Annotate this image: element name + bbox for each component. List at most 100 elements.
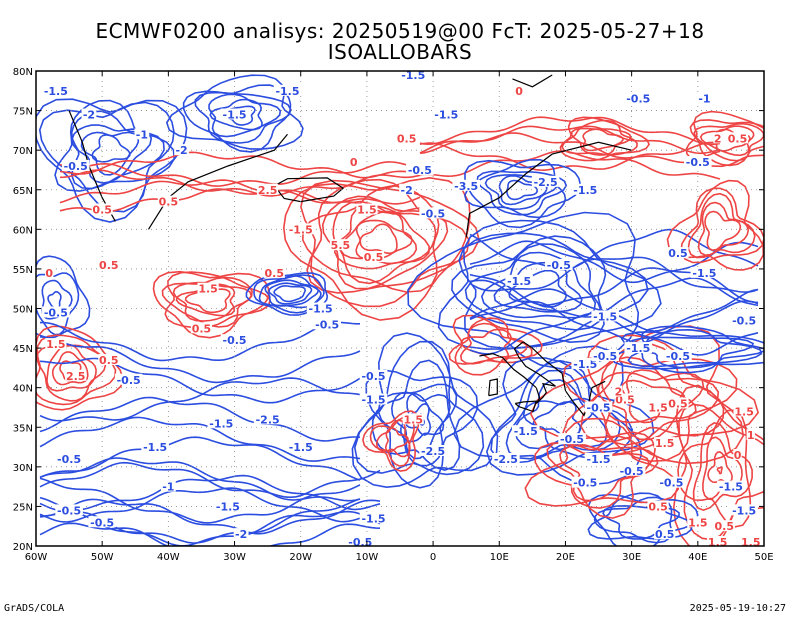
contour-label: 0.5: [715, 520, 735, 533]
lon-tick-label: 30E: [622, 552, 641, 563]
lat-tick-label: 45N: [13, 344, 33, 355]
contour-label: -3.5: [454, 180, 478, 193]
contour-label: 2: [615, 386, 623, 399]
contour-label: -0.5: [348, 536, 372, 549]
contour-label: -0.5: [659, 477, 683, 490]
contour-label: -1.5: [573, 184, 597, 197]
contour-label: -1.5: [361, 394, 385, 407]
contour-label: -0.5: [547, 259, 571, 272]
contour-label: 0.5: [615, 394, 635, 407]
contour-label: -0.5: [593, 350, 617, 363]
contour-label: -1.5: [587, 453, 611, 466]
contour-label: 1.5: [403, 413, 423, 426]
contour-label: -0.5: [666, 350, 690, 363]
contour-label: -1.5: [216, 500, 240, 513]
contour-label: 0.5: [648, 500, 668, 513]
contour-label: 2: [714, 132, 722, 145]
lat-tick-label: 50N: [13, 305, 33, 316]
contour-label: -0.5: [315, 318, 339, 331]
lat-tick-label: 40N: [13, 384, 33, 395]
contour-label: -1.5: [275, 85, 299, 98]
contour-label: -1.5: [434, 109, 458, 122]
contour-label: 0: [350, 156, 358, 169]
contour-label: -1.5: [593, 310, 617, 323]
contour-label: -1.5: [289, 223, 313, 236]
contour-label: 1.5: [46, 338, 66, 351]
contour-label: -1.5: [626, 342, 650, 355]
contour-label: 1.5: [734, 405, 754, 418]
lat-tick-label: 20N: [13, 542, 33, 553]
contour-label: 0.5: [655, 528, 675, 541]
contour-label: -0.5: [64, 160, 88, 173]
lat-tick-label: 60N: [13, 225, 33, 236]
contour-label: -1.5: [692, 267, 716, 280]
contour-label: -1: [162, 481, 174, 494]
contour-label: -2: [401, 184, 413, 197]
lon-tick-label: 40E: [688, 552, 707, 563]
contour-label: -0.5: [573, 477, 597, 490]
lon-tick-label: 10W: [356, 552, 379, 563]
contour-label: 0.5: [668, 398, 688, 411]
contour-label: -0.5: [117, 374, 141, 387]
contour-label: -1.5: [309, 303, 333, 316]
contour-label: -2.5: [421, 445, 445, 458]
contour-label: -1.5: [514, 425, 538, 438]
lat-tick-label: 65N: [13, 186, 33, 197]
contour-label: 1.5: [655, 437, 675, 450]
lon-tick-label: 40W: [157, 552, 180, 563]
contour-label: 1.5: [198, 283, 218, 296]
contour-label: 0.5: [92, 204, 112, 217]
render-timestamp: 2025-05-19-10:27: [689, 603, 786, 614]
contour-label: 2.5: [66, 370, 86, 383]
contour-label: 0: [515, 85, 523, 98]
contour-label: -0.5: [44, 306, 68, 319]
lat-tick-label: 75N: [13, 107, 33, 118]
contour-label: 2.5: [258, 184, 278, 197]
map-title: ECMWF0200 analisys: 20250519@00 FcT: 202…: [95, 19, 705, 43]
lon-tick-label: 60W: [25, 552, 48, 563]
contour-label: -2: [83, 109, 95, 122]
contour-label: -1.5: [289, 441, 313, 454]
contour-label: -0.5: [686, 156, 710, 169]
contour-label: 1.5: [688, 516, 708, 529]
contour-label: -1.5: [573, 358, 597, 371]
contour-label: -2.5: [534, 176, 558, 189]
map-subtitle: ISOALLOBARS: [327, 40, 473, 64]
lat-tick-label: 25N: [13, 502, 33, 513]
lon-tick-label: 50W: [91, 552, 114, 563]
contour-label: -0.5: [626, 93, 650, 106]
lat-tick-label: 55N: [13, 265, 33, 276]
contour-label: -1.5: [44, 85, 68, 98]
contour-label: -2: [175, 144, 187, 157]
contour-label: -1.5: [507, 275, 531, 288]
contour-label: -1.5: [719, 481, 743, 494]
contour-label: 0.5: [159, 196, 179, 209]
contour-label: 1.5: [357, 204, 377, 217]
contour-label: 0: [45, 267, 53, 280]
contour-label: -0.5: [361, 370, 385, 383]
contour-label: 0: [734, 449, 742, 462]
contour-label: 0.5: [728, 132, 748, 145]
contour-label: -1.5: [732, 504, 756, 517]
contour-label: -0.5: [620, 465, 644, 478]
contour-label: -2: [235, 528, 247, 541]
contour-label: -0.5: [57, 453, 81, 466]
contour-label: -1.5: [223, 109, 247, 122]
contour-label: -0.5: [732, 314, 756, 327]
contour-label: -1.5: [401, 69, 425, 82]
lon-tick-label: 30W: [223, 552, 246, 563]
contour-label: -1.5: [361, 512, 385, 525]
contour-label: -1.5: [143, 441, 167, 454]
contour-label: 0.5: [99, 259, 119, 272]
contour-label: 0.5: [397, 132, 417, 145]
contour-label: -0.5: [408, 164, 432, 177]
lat-tick-label: 30N: [13, 463, 33, 474]
contour-label: -2.5: [256, 413, 280, 426]
lon-tick-label: 10E: [490, 552, 509, 563]
software-credit: GrADS/COLA: [4, 603, 65, 614]
contour-label: 0.5: [668, 247, 688, 260]
contour-label: -1: [698, 93, 710, 106]
contour-label: -0.5: [587, 401, 611, 414]
contour-label: -1.5: [209, 417, 233, 430]
